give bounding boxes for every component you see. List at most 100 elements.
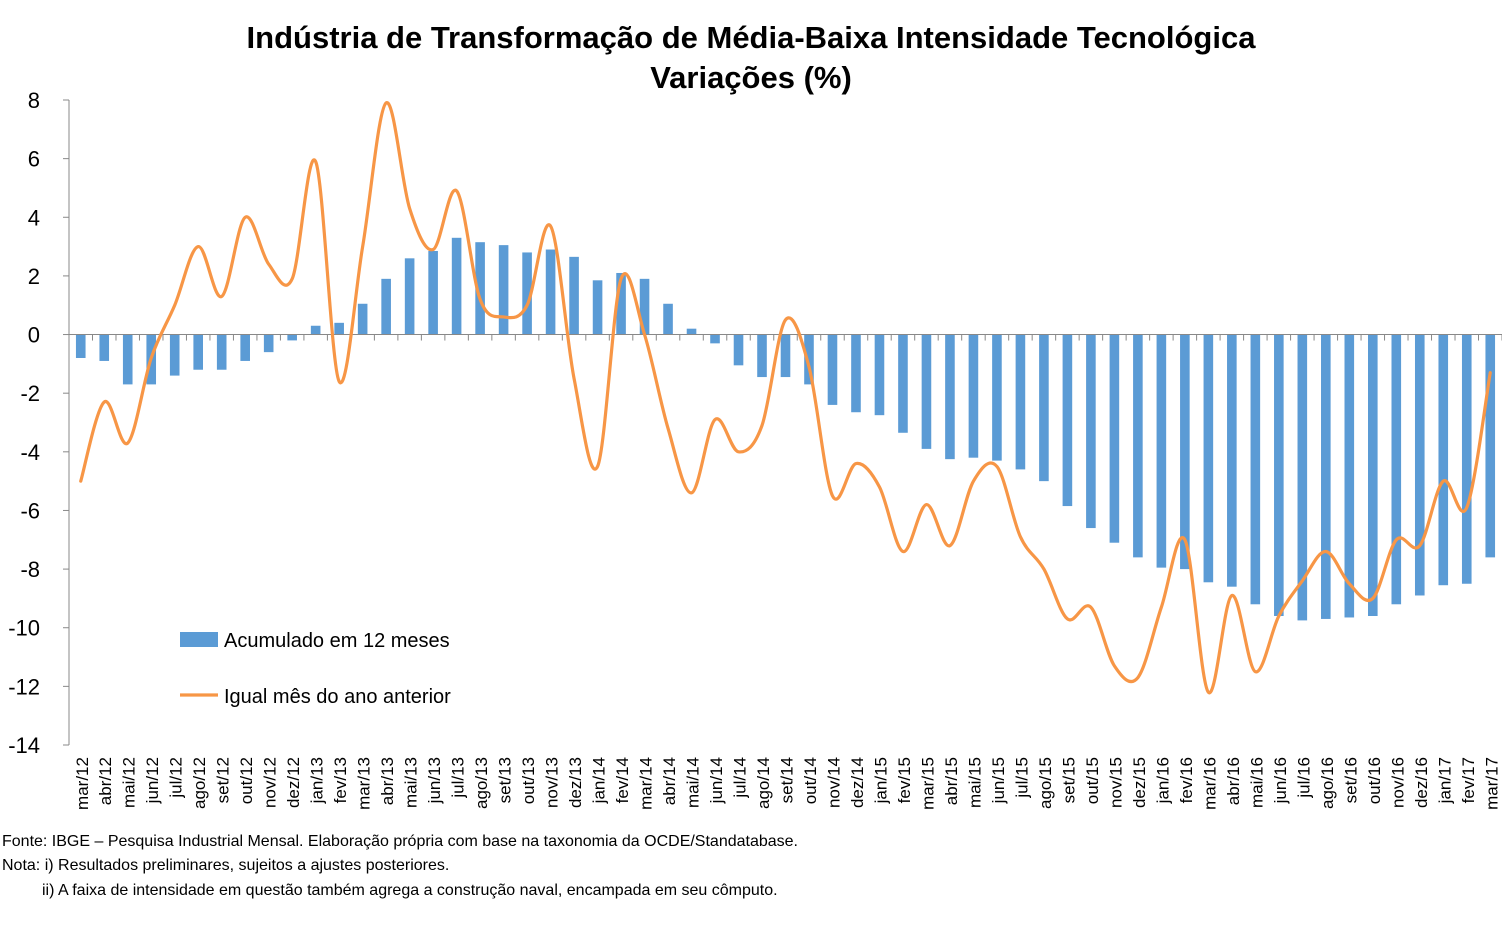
x-tick-label: nov/12 <box>261 757 280 808</box>
bar-53 <box>1321 334 1331 619</box>
x-tick-label: out/12 <box>237 757 256 804</box>
note-2: ii) A faixa de intensidade em questão ta… <box>42 882 778 899</box>
x-tick-label: dez/15 <box>1130 757 1149 808</box>
x-tick-label: set/16 <box>1341 757 1360 803</box>
bar-7 <box>240 334 250 361</box>
bar-56 <box>1391 334 1402 605</box>
bar-52 <box>1297 334 1308 621</box>
bar-49 <box>1227 334 1237 587</box>
bar-21 <box>569 256 579 335</box>
bar-31 <box>804 334 814 385</box>
bar-37 <box>945 334 955 460</box>
bar-38 <box>968 334 979 458</box>
bar-32 <box>827 334 838 405</box>
bar-14 <box>404 258 415 335</box>
bar-8 <box>263 334 274 353</box>
y-tick-label: -10 <box>8 616 40 641</box>
y-tick-label: -12 <box>8 674 40 699</box>
x-tick-label: jan/16 <box>1153 757 1172 804</box>
bar-29 <box>757 334 767 378</box>
bar-35 <box>898 334 908 433</box>
x-tick-label: jun/14 <box>707 757 726 804</box>
bar-34 <box>874 334 885 416</box>
bar-43 <box>1086 334 1096 529</box>
y-tick-label: 8 <box>28 88 40 113</box>
bar-6 <box>216 334 227 370</box>
x-tick-label: ago/15 <box>1036 757 1055 809</box>
y-tick-label: -8 <box>20 557 40 582</box>
bar-36 <box>921 334 932 449</box>
bar-26 <box>686 328 697 335</box>
x-tick-label: nov/16 <box>1388 757 1407 808</box>
bar-0 <box>75 334 86 358</box>
bar-12 <box>357 303 368 335</box>
bar-series-acumulado <box>75 237 1496 621</box>
y-tick-label: 0 <box>28 323 40 348</box>
bar-45 <box>1133 334 1143 558</box>
y-tick-label: -2 <box>20 381 40 406</box>
legend-swatch-bar <box>180 632 218 647</box>
legend-label-bar: Acumulado em 12 meses <box>224 630 450 652</box>
x-tick-label: nov/14 <box>824 757 843 808</box>
note-1: Nota: i) Resultados preliminares, sujeit… <box>2 857 450 874</box>
chart-title-block: Indústria de Transformação de Média-Baix… <box>0 18 1502 98</box>
x-tick-label: jul/15 <box>1012 757 1031 799</box>
x-tick-label: mar/16 <box>1200 757 1219 810</box>
bar-22 <box>592 280 603 335</box>
x-tick-label: mar/12 <box>73 757 92 810</box>
bar-58 <box>1438 334 1449 586</box>
x-tick-label: mar/13 <box>355 757 374 810</box>
x-tick-label: jan/14 <box>590 757 609 804</box>
chart-legend: Acumulado em 12 meses Igual mês do ano an… <box>180 630 451 708</box>
bar-5 <box>193 334 203 370</box>
x-tick-label: out/16 <box>1365 757 1384 804</box>
x-tick-label: set/15 <box>1059 757 1078 803</box>
y-tick-label: -6 <box>20 498 40 523</box>
bar-42 <box>1062 334 1073 507</box>
x-tick-label: ago/13 <box>472 757 491 809</box>
bar-41 <box>1039 334 1049 482</box>
y-tick-label: 6 <box>28 147 40 172</box>
x-tick-label: ago/14 <box>754 757 773 809</box>
chart-subtitle: Variações (%) <box>650 60 852 95</box>
bar-57 <box>1414 334 1425 596</box>
x-tick-label: mai/15 <box>965 757 984 808</box>
x-tick-label: abr/13 <box>378 757 397 805</box>
chart-title: Indústria de Transformação de Média-Baix… <box>246 20 1256 55</box>
bar-33 <box>851 334 861 413</box>
x-tick-label: mai/14 <box>684 757 703 808</box>
x-tick-label: jun/15 <box>989 757 1008 804</box>
x-tick-label: out/14 <box>801 757 820 804</box>
x-tick-label: fev/13 <box>331 757 350 803</box>
bar-24 <box>639 278 650 335</box>
x-tick-label: nov/13 <box>543 757 562 808</box>
x-tick-label: abr/14 <box>660 757 679 805</box>
bar-50 <box>1250 334 1261 605</box>
bar-15 <box>428 250 438 335</box>
x-tick-label: abr/15 <box>942 757 961 805</box>
bar-30 <box>780 334 791 378</box>
bar-44 <box>1109 334 1120 543</box>
bar-23 <box>616 272 626 335</box>
x-tick-label: mai/13 <box>402 757 421 808</box>
x-tick-label: abr/12 <box>96 757 115 805</box>
x-tick-label: jun/13 <box>425 757 444 804</box>
y-tick-label: -14 <box>8 733 40 758</box>
bar-10 <box>310 325 321 335</box>
x-tick-label: abr/16 <box>1224 757 1243 805</box>
bar-39 <box>992 334 1002 461</box>
bar-1 <box>99 334 110 361</box>
bar-4 <box>169 334 180 376</box>
x-tick-label: out/15 <box>1083 757 1102 804</box>
x-tick-label: jan/15 <box>871 757 890 804</box>
x-tick-label: fev/15 <box>895 757 914 803</box>
bar-18 <box>498 245 509 335</box>
bar-51 <box>1274 334 1284 616</box>
x-tick-label: fev/16 <box>1177 757 1196 803</box>
x-tick-labels: mar/12 abr/12 mai/12 jun/12 jul/12 ago/12 set/… <box>73 757 1502 810</box>
x-tick-label: fev/17 <box>1459 757 1478 803</box>
x-tick-label: fev/14 <box>613 757 632 803</box>
bar-60 <box>1485 334 1496 558</box>
chart-axes: 8 6 4 2 0 -2 -4 -6 -8 -10 -12 -14 <box>8 88 1502 758</box>
